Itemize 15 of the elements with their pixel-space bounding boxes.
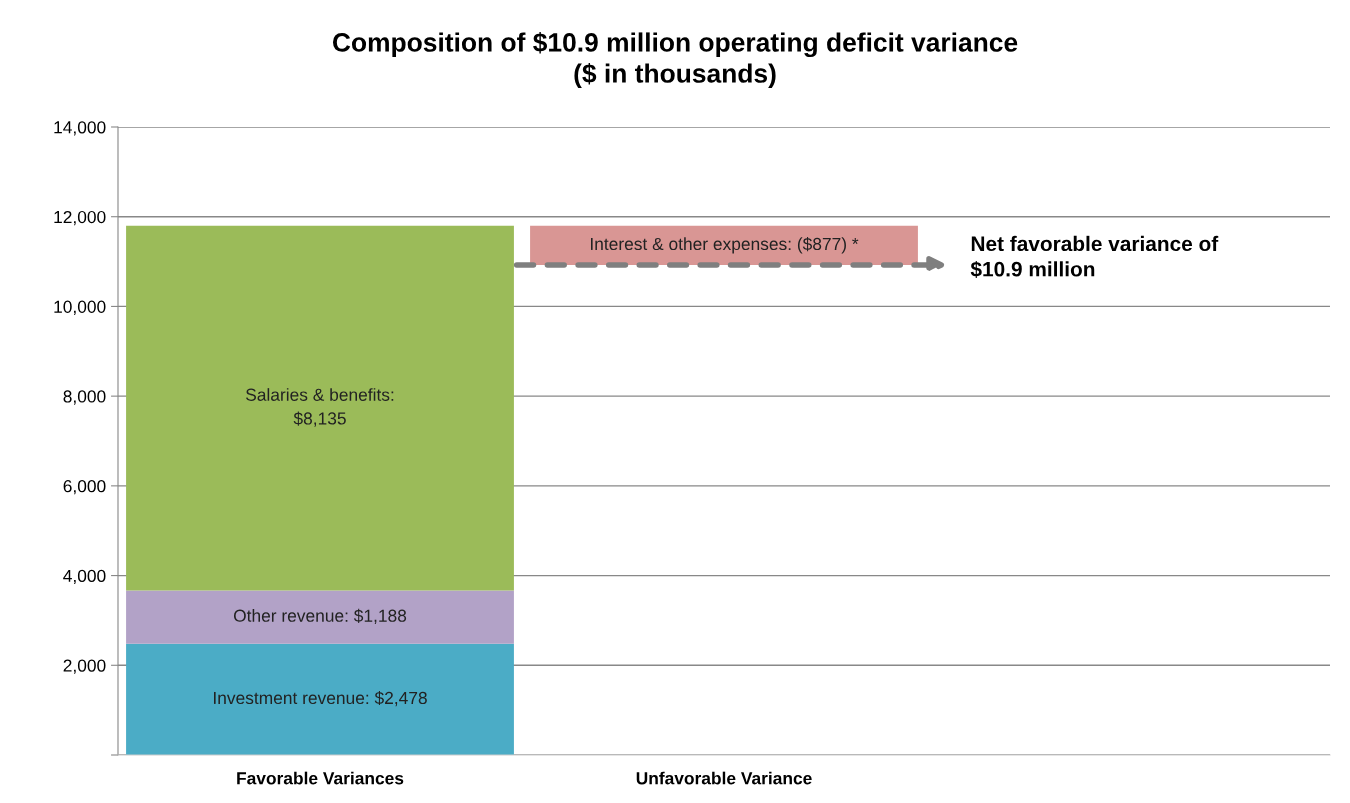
y-tick-label: 10,000 [54, 300, 106, 315]
y-tick-label: 4,000 [63, 569, 106, 585]
data-label: Interest & other expenses: ($877) * [590, 237, 859, 254]
annotation: Net favorable variance of $10.9 million [970, 235, 1219, 278]
y-tick-label: 8,000 [63, 390, 106, 405]
y-tick-label: 12,000 [54, 210, 106, 226]
x-tick-label: Unfavorable Variance [636, 771, 812, 785]
y-tick-label: 6,000 [63, 480, 106, 495]
data-label: Salaries & benefits: $8,135 [246, 388, 394, 427]
y-tick-label: 2,000 [63, 659, 106, 674]
chart-title: Composition of $10.9 million operating deficit variance ($ in thousands) [332, 31, 1018, 89]
x-tick-label: Favorable Variances [237, 771, 404, 785]
data-label: Investment revenue: $2,478 [214, 691, 427, 707]
y-tick-label: 14,000 [54, 121, 106, 136]
data-label: Other revenue: $1,188 [233, 608, 407, 624]
